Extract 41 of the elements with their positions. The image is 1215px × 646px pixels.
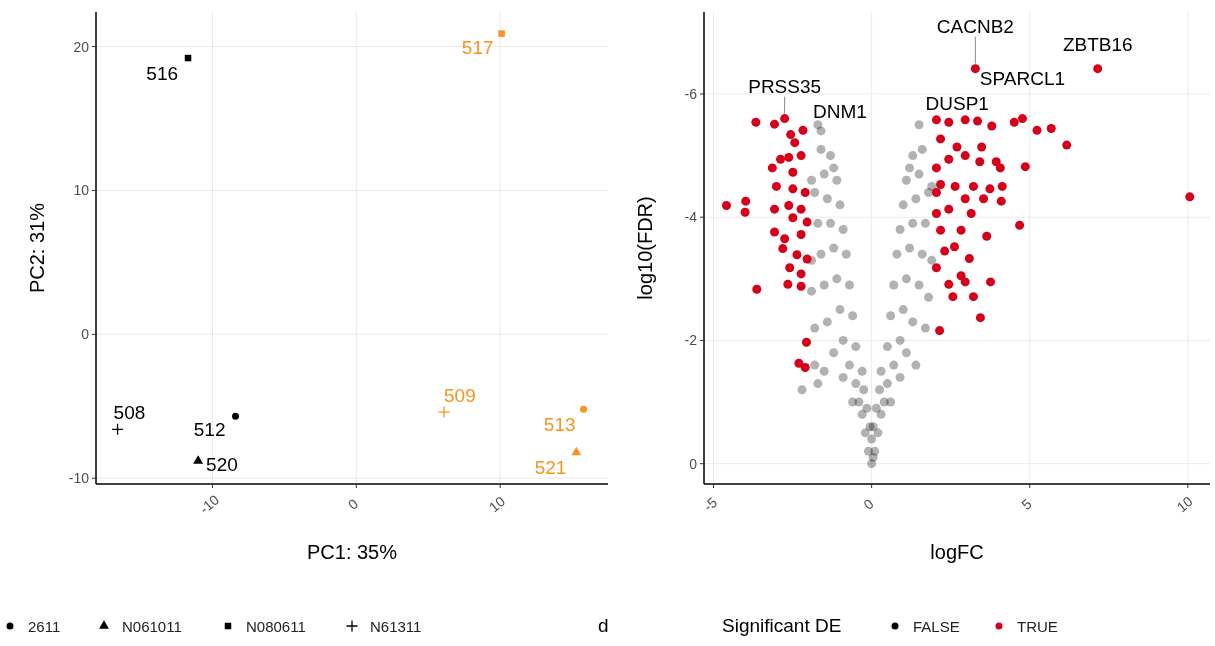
x-tick-label: 5 [1018,495,1035,513]
legend-label: TRUE [1017,618,1058,635]
annotation: 512 [193,419,226,441]
annotation: ZBTB16 [1062,33,1133,55]
annotation: SPARCL1 [979,67,1066,89]
x-tick-label: 10 [1173,492,1196,516]
y-tick-label: -4 [684,209,698,226]
x-tick-label: 0 [860,495,877,513]
annotation: 508 [113,402,146,424]
y-tick-label: -2 [684,332,698,349]
annotation: 520 [206,453,238,475]
annotation: PRSS35 [748,75,822,97]
y-tick-label: -10 [68,470,90,487]
legend-title: Significant DE [722,615,842,636]
y-tick-label: 0 [81,326,90,343]
text: d [598,615,609,636]
x-tick-label: 0 [344,495,362,513]
x-axis-title: logFC [930,541,984,563]
annotation: DUSP1 [925,92,989,114]
legend-label: 2611 [28,618,61,635]
y-axis-title: log10(FDR) [634,196,656,300]
y-axis-title: PC2: 31% [26,202,48,294]
annotation: 516 [146,63,179,85]
annotation: 509 [444,385,476,407]
annotation: 517 [461,36,494,58]
x-axis-title: PC1: 35% [306,541,398,563]
annotation: CACNB2 [936,15,1014,37]
annotation: 521 [534,457,567,479]
legend-label: FALSE [913,618,960,635]
y-tick-label: 20 [73,38,90,55]
annotation: DNM1 [812,101,867,123]
y-tick-label: 0 [689,455,698,472]
legend-label: N061011 [122,618,182,635]
x-tick-label: -5 [700,493,721,515]
y-tick-label: -6 [684,85,698,102]
y-tick-label: 10 [73,182,90,199]
legend-label: N080611 [246,618,306,635]
legend-label: N61311 [370,618,422,635]
x-tick-label: -10 [196,491,223,517]
x-tick-label: 10 [485,492,509,516]
annotation: 513 [543,414,576,436]
